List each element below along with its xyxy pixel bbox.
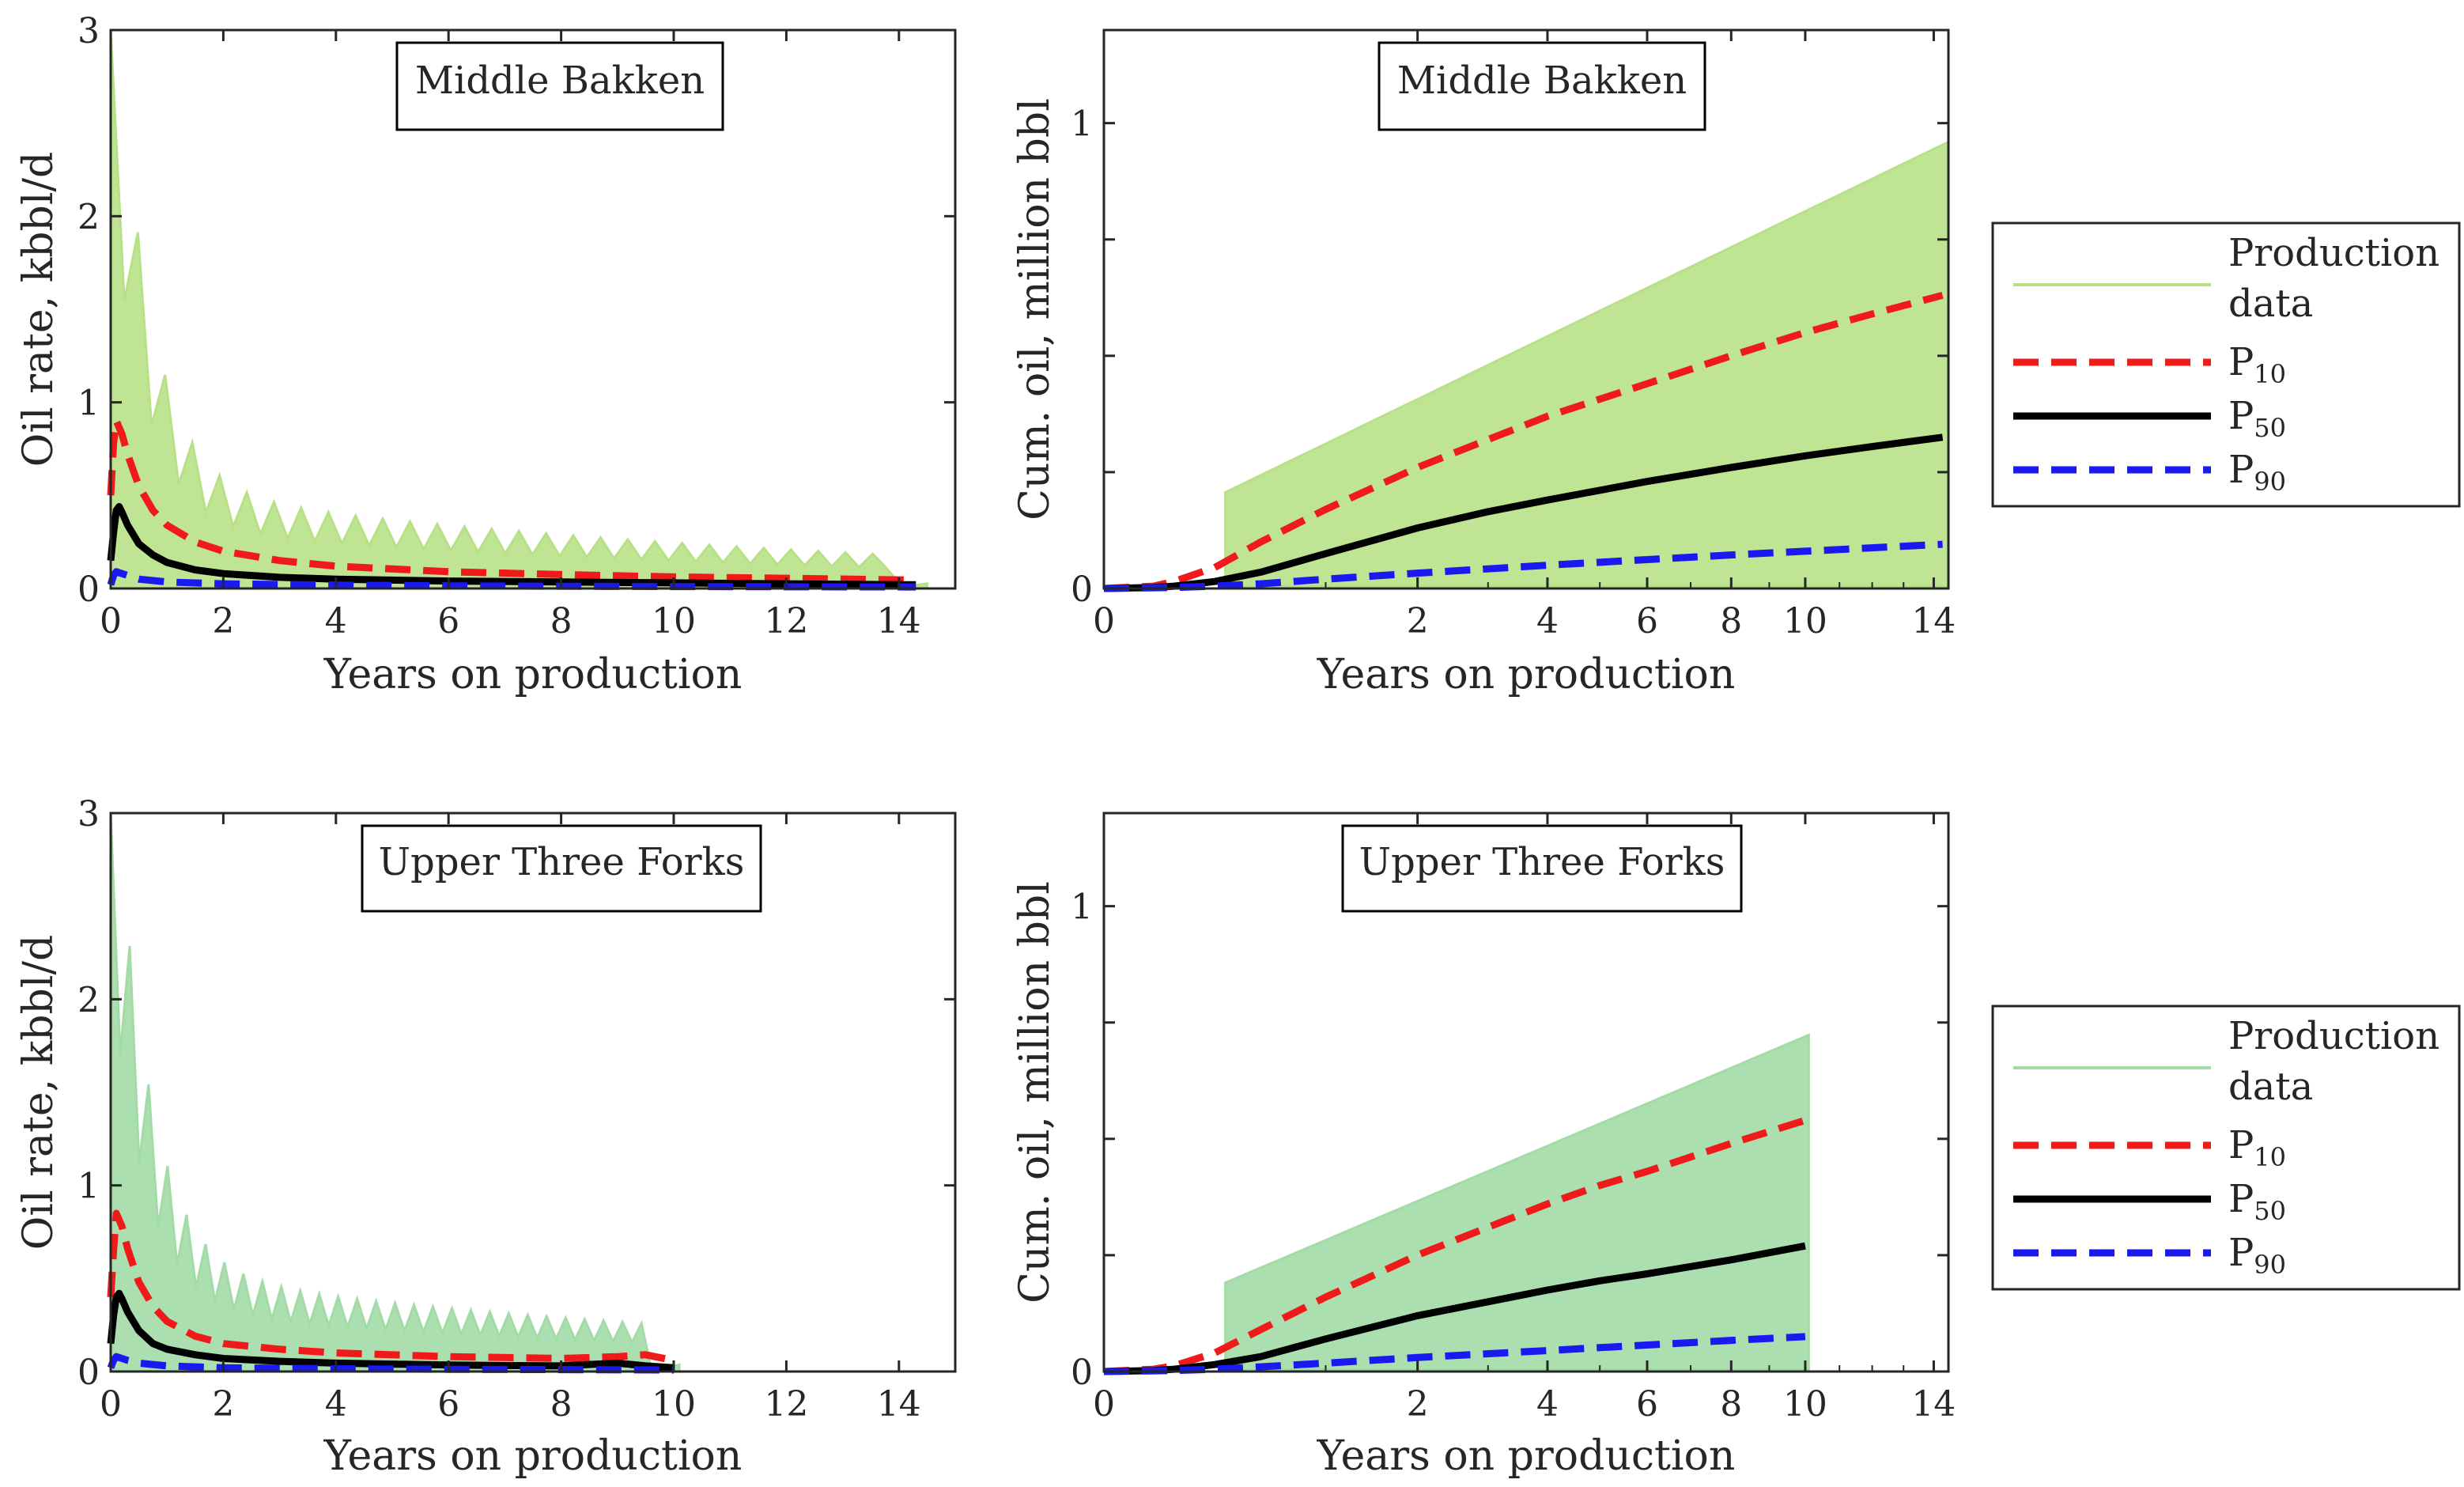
x-tick-label: 8 <box>1720 601 1742 641</box>
legend-label-p90: P90 <box>2228 1231 2286 1280</box>
legend-label-p10: P10 <box>2228 340 2286 389</box>
chart-title: Upper Three Forks <box>379 840 745 884</box>
y-axis-label: Oil rate, kbbl/d <box>15 152 62 467</box>
title-box: Middle Bakken <box>395 41 724 131</box>
series-line-p90 <box>107 1353 675 1374</box>
chart-title: Upper Three Forks <box>1359 840 1725 884</box>
y-tick-label: 1 <box>1071 104 1093 145</box>
y-tick-label: 3 <box>77 794 100 834</box>
y-axis-label: Cum. oil, million bbl <box>1011 881 1059 1303</box>
y-tick-label: 0 <box>1071 569 1093 610</box>
x-tick-label: 10 <box>652 1384 696 1425</box>
legend-label-production: Production <box>2228 1014 2439 1058</box>
plot-frame <box>109 28 957 590</box>
panel-cum-bakken: 0 2 4 6 8 10 14 0 1 Middle Bakken Years on produ… <box>1011 28 1956 698</box>
x-tick-label: 6 <box>437 1384 459 1425</box>
x-tick-label: 6 <box>1636 601 1658 641</box>
legend-label-data: data <box>2228 282 2313 326</box>
x-axis-label: Years on production <box>323 651 743 698</box>
x-tick-label: 2 <box>1407 601 1429 641</box>
chart-title: Middle Bakken <box>1397 59 1687 103</box>
series-line-p90 <box>1103 1333 1806 1375</box>
x-tick-label: 0 <box>1093 601 1115 641</box>
series-line-p10 <box>1103 291 1944 592</box>
plot-frame <box>109 812 957 1373</box>
series-line-p50 <box>1103 1242 1806 1375</box>
x-tick-label: 8 <box>1720 1384 1742 1425</box>
x-tick-label: 4 <box>1536 601 1559 641</box>
chart-title: Middle Bakken <box>415 59 705 103</box>
title-box: Upper Three Forks <box>361 824 762 913</box>
y-tick-label: 0 <box>1071 1353 1093 1393</box>
x-tick-label: 0 <box>1093 1384 1115 1425</box>
y-tick-label: 3 <box>77 11 100 51</box>
x-axis-label: Years on production <box>1317 651 1736 698</box>
title-box: Upper Three Forks <box>1341 824 1743 913</box>
x-tick-label: 2 <box>212 1384 234 1425</box>
series-line-p10 <box>1103 1117 1807 1375</box>
x-tick-label: 14 <box>877 1384 921 1425</box>
x-tick-label: 8 <box>550 601 573 641</box>
x-axis-label: Years on production <box>323 1432 743 1480</box>
y-axis-label: Oil rate, kbbl/d <box>15 935 62 1251</box>
x-tick-label: 12 <box>764 1384 808 1425</box>
x-tick-label: 8 <box>550 1384 573 1425</box>
y-axis-label: Cum. oil, million bbl <box>1011 98 1059 520</box>
series-line-p50 <box>107 1289 675 1372</box>
x-tick-label: 2 <box>212 601 234 641</box>
x-tick-label: 4 <box>1536 1384 1559 1425</box>
panel-cum-threeforks: 0 2 4 6 8 10 14 0 1 Upper Three Forks Years on p… <box>1011 812 1956 1480</box>
x-tick-label: 10 <box>1783 1384 1827 1425</box>
y-tick-label: 0 <box>77 569 100 610</box>
legend-label-p90: P90 <box>2228 448 2286 497</box>
series-line-p10 <box>107 1209 675 1364</box>
legend-label-p10: P10 <box>2228 1123 2286 1172</box>
x-tick-label: 14 <box>1911 1384 1956 1425</box>
y-tick-label: 1 <box>77 1167 100 1207</box>
y-tick-label: 1 <box>1071 887 1093 928</box>
legend-top: Production data P10 P50 P90 <box>1991 221 2461 508</box>
x-tick-label: 10 <box>652 601 696 641</box>
x-tick-label: 4 <box>325 601 347 641</box>
x-tick-label: 14 <box>1911 601 1956 641</box>
series-line-p50 <box>107 503 916 588</box>
x-tick-label: 6 <box>437 601 459 641</box>
plot-frame <box>1102 28 1950 590</box>
x-tick-label: 2 <box>1407 1384 1429 1425</box>
x-axis-label: Years on production <box>1317 1432 1736 1480</box>
x-tick-label: 6 <box>1636 1384 1658 1425</box>
series-line-p90 <box>1103 540 1943 592</box>
x-tick-label: 0 <box>100 601 122 641</box>
y-tick-label: 1 <box>77 384 100 424</box>
y-tick-label: 0 <box>77 1353 100 1393</box>
production-data-band <box>1224 1033 1810 1371</box>
legend-bottom: Production data P10 P50 P90 <box>1991 1005 2461 1291</box>
series-line-p90 <box>107 568 916 591</box>
legend-label-data: data <box>2228 1065 2313 1109</box>
x-tick-label: 10 <box>1783 601 1827 641</box>
x-tick-label: 14 <box>877 601 921 641</box>
series-line-p10 <box>107 417 916 584</box>
y-tick-label: 2 <box>77 197 100 237</box>
y-tick-label: 2 <box>77 980 100 1020</box>
title-box: Middle Bakken <box>1377 41 1706 131</box>
legend-label-p50: P50 <box>2228 394 2286 443</box>
legend-label-production: Production <box>2228 231 2439 275</box>
x-tick-label: 0 <box>100 1384 122 1425</box>
plot-frame <box>1102 812 1950 1373</box>
x-tick-label: 4 <box>325 1384 347 1425</box>
x-tick-label: 12 <box>764 601 808 641</box>
legend-label-p50: P50 <box>2228 1177 2286 1226</box>
